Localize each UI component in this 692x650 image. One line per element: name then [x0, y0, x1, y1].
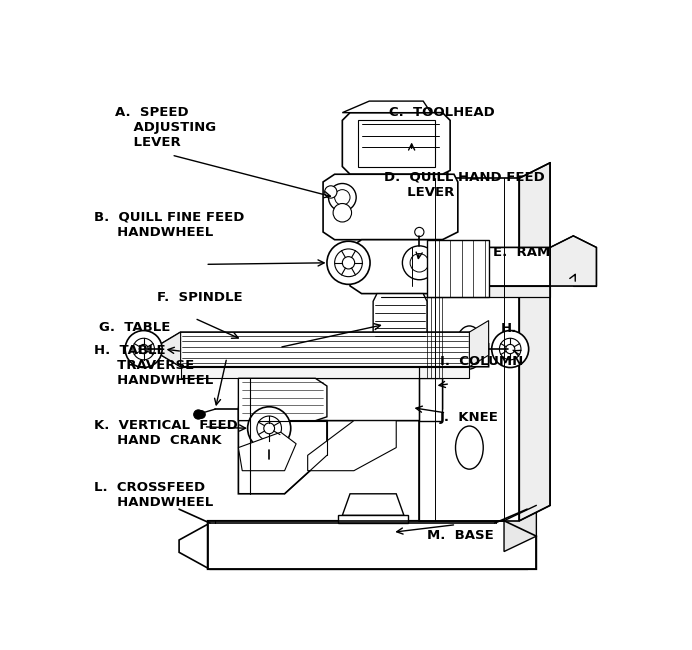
Polygon shape [343, 112, 450, 174]
Polygon shape [350, 240, 446, 294]
Circle shape [257, 416, 282, 441]
Polygon shape [385, 348, 415, 363]
Text: I.  COLUMN: I. COLUMN [440, 355, 523, 368]
Polygon shape [343, 494, 404, 515]
Circle shape [327, 241, 370, 284]
Circle shape [194, 410, 203, 419]
Text: J.  KNEE: J. KNEE [440, 411, 499, 424]
Text: L.  CROSSFEED
     HANDWHEEL: L. CROSSFEED HANDWHEEL [93, 481, 213, 509]
Text: H.  TABLE
     TRAVERSE
     HANDWHEEL: H. TABLE TRAVERSE HANDWHEEL [93, 344, 213, 387]
Circle shape [198, 411, 206, 419]
Polygon shape [343, 101, 431, 112]
Text: F.  SPINDLE: F. SPINDLE [158, 291, 243, 304]
Polygon shape [161, 332, 181, 367]
Circle shape [125, 331, 162, 367]
Circle shape [335, 190, 350, 205]
Text: M.  BASE: M. BASE [426, 530, 493, 543]
Polygon shape [308, 421, 397, 471]
Circle shape [402, 246, 436, 280]
Polygon shape [469, 320, 489, 367]
Circle shape [329, 183, 356, 211]
Circle shape [264, 423, 275, 434]
Text: D.  QUILL HAND FEED
     LEVER: D. QUILL HAND FEED LEVER [384, 170, 545, 199]
Polygon shape [373, 294, 427, 348]
Text: H.: H. [501, 322, 518, 335]
Polygon shape [238, 378, 327, 421]
Polygon shape [323, 174, 458, 240]
Circle shape [415, 227, 424, 237]
Polygon shape [179, 523, 527, 569]
Polygon shape [238, 432, 296, 471]
Polygon shape [520, 162, 550, 521]
Circle shape [248, 407, 291, 450]
Text: B.  QUILL FINE FEED
     HANDWHEEL: B. QUILL FINE FEED HANDWHEEL [93, 211, 244, 239]
Polygon shape [338, 515, 408, 523]
Text: C.  TOOLHEAD: C. TOOLHEAD [390, 105, 495, 118]
Circle shape [343, 257, 354, 269]
Text: K.  VERTICAL  FEED
     HAND  CRANK: K. VERTICAL FEED HAND CRANK [93, 419, 237, 447]
Circle shape [410, 254, 428, 272]
Bar [358, 120, 435, 166]
Polygon shape [504, 505, 536, 552]
Circle shape [430, 256, 452, 278]
Text: G.  TABLE: G. TABLE [99, 320, 170, 333]
Polygon shape [419, 378, 442, 421]
Polygon shape [161, 332, 489, 367]
Circle shape [265, 458, 273, 465]
Text: E.  RAM: E. RAM [493, 246, 550, 259]
Circle shape [335, 249, 363, 277]
Polygon shape [427, 240, 489, 298]
Polygon shape [238, 409, 327, 494]
Circle shape [506, 344, 515, 354]
Text: A.  SPEED
    ADJUSTING
    LEVER: A. SPEED ADJUSTING LEVER [115, 105, 216, 149]
Circle shape [133, 338, 154, 360]
Polygon shape [381, 248, 574, 286]
Polygon shape [550, 236, 597, 286]
Polygon shape [208, 521, 536, 569]
Circle shape [492, 331, 529, 367]
Circle shape [325, 186, 337, 198]
Circle shape [435, 261, 446, 272]
Polygon shape [238, 369, 442, 421]
Circle shape [500, 338, 521, 360]
Circle shape [333, 203, 352, 222]
Polygon shape [419, 178, 520, 521]
Polygon shape [181, 367, 469, 378]
Polygon shape [381, 286, 550, 298]
Polygon shape [238, 357, 439, 378]
Circle shape [139, 344, 148, 354]
